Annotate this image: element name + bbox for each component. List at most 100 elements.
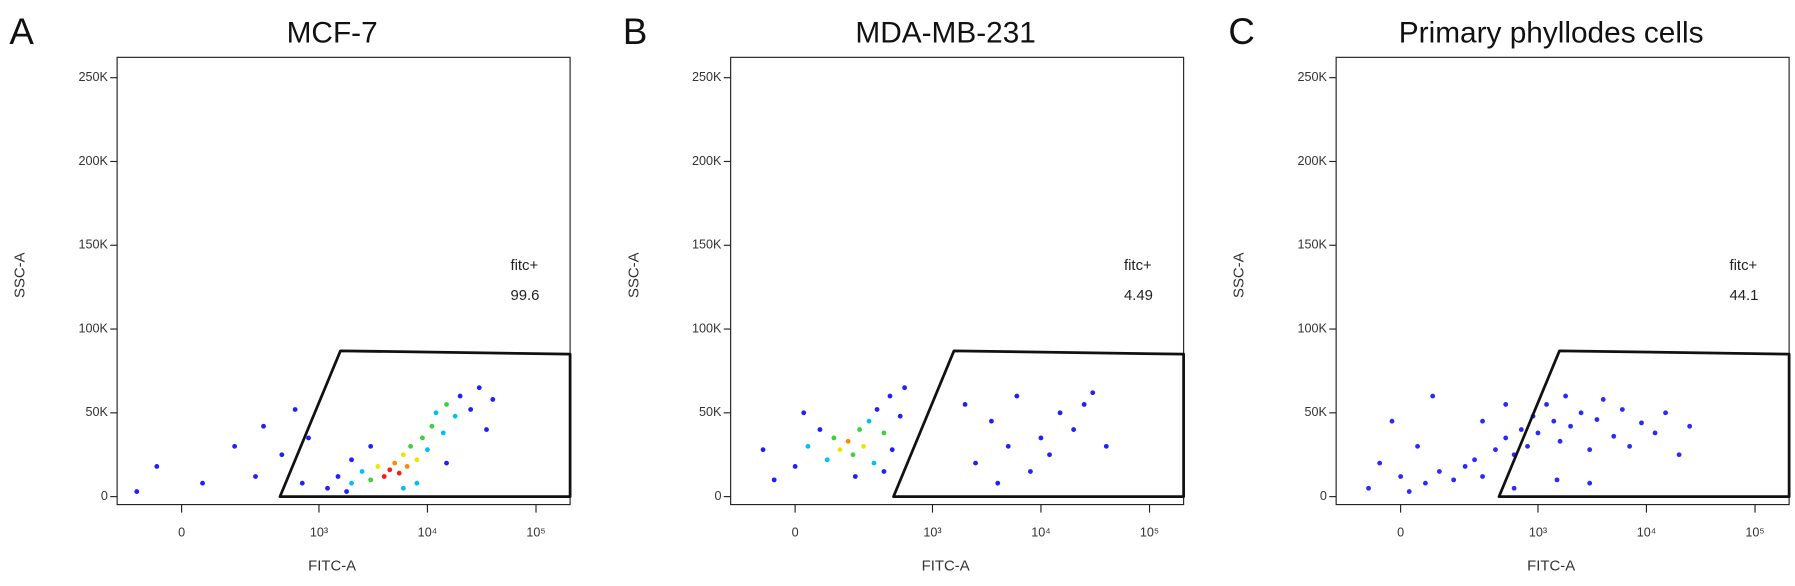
point xyxy=(1014,393,1020,399)
point xyxy=(468,407,474,412)
gate-value: 4.49 xyxy=(1124,288,1153,304)
panel-letter: B xyxy=(623,11,647,52)
panel-title: MDA-MB-231 xyxy=(855,16,1035,49)
panel-title: Primary phyllodes cells xyxy=(1399,16,1704,49)
point xyxy=(261,423,266,429)
point xyxy=(824,457,830,463)
point xyxy=(1676,452,1682,458)
panel-letter: A xyxy=(9,11,34,52)
point xyxy=(404,464,410,469)
point xyxy=(1551,418,1557,424)
gate-label: fitc+ xyxy=(510,258,538,274)
point xyxy=(817,427,823,432)
point xyxy=(349,480,354,486)
x-tick-label: 0 xyxy=(792,526,799,540)
y-tick-label: 50K xyxy=(1305,405,1328,419)
point xyxy=(1587,480,1593,486)
point xyxy=(396,470,402,476)
plot-frame xyxy=(116,56,571,506)
point xyxy=(253,474,258,479)
point xyxy=(1663,410,1668,416)
x-tick-label: 10³ xyxy=(923,526,941,540)
point xyxy=(1619,407,1625,412)
y-tick-label: 0 xyxy=(101,489,108,503)
point xyxy=(1090,390,1096,396)
y-tick-label: 150K xyxy=(692,238,722,252)
y-tick-label: 150K xyxy=(1298,238,1328,252)
y-tick-label: 200K xyxy=(1298,154,1328,168)
point xyxy=(995,480,1001,486)
point xyxy=(1430,393,1436,399)
point xyxy=(1103,443,1109,449)
x-axis-label: FITC-A xyxy=(308,558,356,574)
y-tick-label: 200K xyxy=(692,154,722,168)
point xyxy=(989,418,994,424)
point xyxy=(232,443,238,449)
y-tick-label: 100K xyxy=(692,321,722,335)
gate xyxy=(278,349,572,498)
point xyxy=(414,480,420,486)
panel: A MCF-7 SSC-A FITC-A 0 50K 100K 150K 200K 250K 0 10… xyxy=(9,11,572,574)
point xyxy=(1480,418,1485,424)
point xyxy=(881,430,887,436)
point xyxy=(1389,418,1395,424)
point xyxy=(861,443,867,449)
point xyxy=(1436,469,1442,474)
panel-letter: C xyxy=(1228,11,1255,52)
point xyxy=(457,393,463,399)
x-tick-label: 0 xyxy=(1397,526,1404,540)
y-tick-label: 0 xyxy=(714,489,721,503)
point xyxy=(1563,393,1569,399)
y-tick-label: 250K xyxy=(78,70,108,84)
point xyxy=(973,460,978,466)
point xyxy=(1406,489,1412,495)
panel-title: MCF-7 xyxy=(287,16,378,49)
point xyxy=(1511,485,1517,491)
point xyxy=(1544,402,1549,407)
point xyxy=(400,485,406,491)
point xyxy=(200,480,205,486)
point xyxy=(381,474,387,479)
point xyxy=(392,460,398,466)
point xyxy=(871,460,877,466)
point xyxy=(1535,430,1541,436)
y-axis-label: SSC-A xyxy=(13,252,29,298)
point xyxy=(837,447,843,453)
point xyxy=(433,410,439,416)
point xyxy=(368,477,374,483)
point xyxy=(299,480,305,486)
y-axis-label: SSC-A xyxy=(1232,252,1248,298)
point xyxy=(349,457,354,463)
point xyxy=(962,402,968,407)
point xyxy=(1639,420,1644,426)
point xyxy=(1081,402,1087,407)
x-tick-label: 10⁵ xyxy=(1745,526,1764,540)
point xyxy=(440,430,446,436)
y-tick-label: 250K xyxy=(692,70,722,84)
point xyxy=(414,457,420,463)
point xyxy=(831,435,837,441)
point xyxy=(359,469,365,474)
point xyxy=(1687,423,1693,429)
point xyxy=(325,485,330,491)
point xyxy=(1028,469,1033,474)
point xyxy=(805,443,811,449)
point xyxy=(408,443,414,449)
point xyxy=(1472,457,1477,463)
point xyxy=(1600,397,1606,402)
x-tick-label: 10⁴ xyxy=(418,526,437,540)
point xyxy=(1057,410,1063,416)
point xyxy=(1398,474,1404,479)
point xyxy=(852,474,858,479)
y-tick-label: 50K xyxy=(86,405,109,419)
x-tick-label: 0 xyxy=(178,526,185,540)
point xyxy=(306,435,311,441)
point xyxy=(874,407,880,412)
point xyxy=(484,427,489,432)
y-tick-label: 50K xyxy=(699,405,722,419)
point xyxy=(1415,443,1420,449)
x-tick-label: 10⁵ xyxy=(1140,526,1159,540)
y-tick-label: 150K xyxy=(78,238,108,252)
point xyxy=(1423,480,1428,486)
point xyxy=(1518,427,1524,432)
